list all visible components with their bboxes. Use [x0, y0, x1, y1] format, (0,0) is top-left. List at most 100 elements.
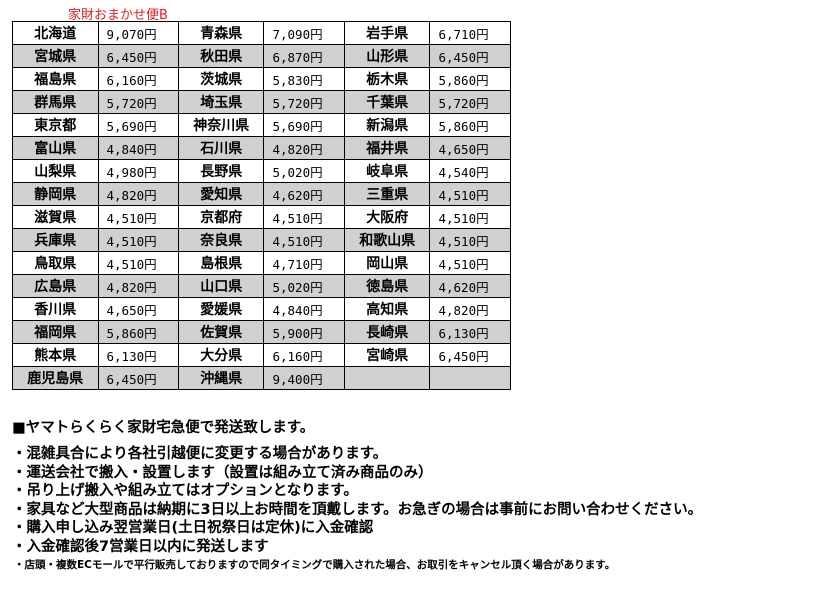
- table-row: 香川県 4,650円 愛媛県 4,840円 高知県 4,820円: [12, 297, 511, 321]
- table-row: 北海道 9,070円 青森県 7,090円 岩手県 6,710円: [12, 21, 511, 45]
- table-title: 家財おまかせ便B: [68, 8, 168, 23]
- prefecture-cell: 宮城県: [12, 44, 99, 68]
- price-cell: 4,510円: [429, 251, 511, 275]
- price-cell: 4,820円: [97, 182, 179, 206]
- prefecture-cell: 愛知県: [177, 182, 265, 206]
- prefecture-cell: 新潟県: [343, 113, 431, 137]
- price-cell: 4,510円: [263, 228, 345, 252]
- table-row: 山梨県 4,980円 長野県 5,020円 岐阜県 4,540円: [12, 159, 511, 183]
- note-item: ・吊り上げ搬入や組み立てはオプションとなります。: [12, 483, 358, 499]
- prefecture-cell: 沖縄県: [177, 366, 265, 390]
- price-cell: 6,160円: [263, 343, 345, 367]
- prefecture-cell: 島根県: [177, 251, 265, 275]
- price-cell: 4,510円: [97, 228, 179, 252]
- price-cell: 4,820円: [97, 274, 179, 298]
- small-note: ・店頭・複数ECモールで平行販売しておりますので同タイミングで購入された場合、お…: [14, 559, 616, 571]
- prefecture-cell: 長野県: [177, 159, 265, 183]
- table-row: 滋賀県 4,510円 京都府 4,510円 大阪府 4,510円: [12, 205, 511, 229]
- price-cell: 4,710円: [263, 251, 345, 275]
- table-row: 鳥取県 4,510円 島根県 4,710円 岡山県 4,510円: [12, 251, 511, 275]
- prefecture-cell: 群馬県: [12, 90, 99, 114]
- prefecture-cell: 岡山県: [343, 251, 431, 275]
- price-cell: 6,450円: [429, 44, 511, 68]
- price-cell: 4,650円: [97, 297, 179, 321]
- price-cell: 6,130円: [429, 320, 511, 344]
- table-row: 広島県 4,820円 山口県 5,020円 徳島県 4,620円: [12, 274, 511, 298]
- price-cell: 4,820円: [429, 297, 511, 321]
- price-cell: 5,690円: [263, 113, 345, 137]
- prefecture-cell: 長崎県: [343, 320, 431, 344]
- price-cell: [429, 366, 511, 390]
- prefecture-cell: [343, 366, 431, 390]
- prefecture-cell: 秋田県: [177, 44, 265, 68]
- table-row: 兵庫県 4,510円 奈良県 4,510円 和歌山県 4,510円: [12, 228, 511, 252]
- prefecture-cell: 香川県: [12, 297, 99, 321]
- prefecture-cell: 山梨県: [12, 159, 99, 183]
- price-cell: 6,710円: [429, 21, 511, 45]
- prefecture-cell: 和歌山県: [343, 228, 431, 252]
- shipping-fee-table: 北海道 9,070円 青森県 7,090円 岩手県 6,710円 宮城県 6,450円 秋田県 6…: [12, 21, 511, 390]
- prefecture-cell: 青森県: [177, 21, 265, 45]
- price-cell: 4,510円: [263, 205, 345, 229]
- prefecture-cell: 富山県: [12, 136, 99, 160]
- prefecture-cell: 神奈川県: [177, 113, 265, 137]
- price-cell: 6,160円: [97, 67, 179, 91]
- note-item: ・家具など大型商品は納期に3日以上お時間を頂戴します。お急ぎの場合は事前にお問い…: [12, 501, 703, 518]
- prefecture-cell: 滋賀県: [12, 205, 99, 229]
- price-cell: 4,510円: [429, 205, 511, 229]
- price-cell: 4,510円: [429, 228, 511, 252]
- table-row: 福岡県 5,860円 佐賀県 5,900円 長崎県 6,130円: [12, 320, 511, 344]
- prefecture-cell: 北海道: [12, 21, 99, 45]
- price-cell: 7,090円: [263, 21, 345, 45]
- price-cell: 5,720円: [429, 90, 511, 114]
- table-row: 東京都 5,690円 神奈川県 5,690円 新潟県 5,860円: [12, 113, 511, 137]
- prefecture-cell: 熊本県: [12, 343, 99, 367]
- prefecture-cell: 大阪府: [343, 205, 431, 229]
- price-cell: 5,720円: [263, 90, 345, 114]
- price-cell: 9,070円: [97, 21, 179, 45]
- prefecture-cell: 東京都: [12, 113, 99, 137]
- prefecture-cell: 岩手県: [343, 21, 431, 45]
- table-row: 宮城県 6,450円 秋田県 6,870円 山形県 6,450円: [12, 44, 511, 68]
- note-item: ・購入申し込み翌営業日(土日祝祭日は定休)に入金確認: [12, 520, 374, 536]
- prefecture-cell: 山形県: [343, 44, 431, 68]
- prefecture-cell: 三重県: [343, 182, 431, 206]
- prefecture-cell: 静岡県: [12, 182, 99, 206]
- price-cell: 4,620円: [429, 274, 511, 298]
- price-cell: 6,450円: [97, 44, 179, 68]
- prefecture-cell: 岐阜県: [343, 159, 431, 183]
- price-cell: 5,860円: [429, 67, 511, 91]
- prefecture-cell: 鳥取県: [12, 251, 99, 275]
- prefecture-cell: 大分県: [177, 343, 265, 367]
- prefecture-cell: 石川県: [177, 136, 265, 160]
- price-cell: 6,450円: [97, 366, 179, 390]
- prefecture-cell: 高知県: [343, 297, 431, 321]
- price-cell: 4,510円: [97, 251, 179, 275]
- price-cell: 5,020円: [263, 274, 345, 298]
- prefecture-cell: 宮崎県: [343, 343, 431, 367]
- prefecture-cell: 山口県: [177, 274, 265, 298]
- prefecture-cell: 広島県: [12, 274, 99, 298]
- table-row: 熊本県 6,130円 大分県 6,160円 宮崎県 6,450円: [12, 343, 511, 367]
- note-item: ・運送会社で搬入・設置します（設置は組み立て済み商品のみ）: [12, 464, 433, 481]
- price-cell: 4,510円: [97, 205, 179, 229]
- prefecture-cell: 茨城県: [177, 67, 265, 91]
- prefecture-cell: 愛媛県: [177, 297, 265, 321]
- table-row: 富山県 4,840円 石川県 4,820円 福井県 4,650円: [12, 136, 511, 160]
- price-cell: 4,820円: [263, 136, 345, 160]
- prefecture-cell: 千葉県: [343, 90, 431, 114]
- price-cell: 4,980円: [97, 159, 179, 183]
- price-cell: 5,020円: [263, 159, 345, 183]
- prefecture-cell: 佐賀県: [177, 320, 265, 344]
- price-cell: 4,540円: [429, 159, 511, 183]
- prefecture-cell: 鹿児島県: [12, 366, 99, 390]
- price-cell: 6,450円: [429, 343, 511, 367]
- prefecture-cell: 埼玉県: [177, 90, 265, 114]
- prefecture-cell: 京都府: [177, 205, 265, 229]
- price-cell: 5,900円: [263, 320, 345, 344]
- price-cell: 4,840円: [263, 297, 345, 321]
- price-cell: 5,830円: [263, 67, 345, 91]
- price-cell: 4,650円: [429, 136, 511, 160]
- table-row: 静岡県 4,820円 愛知県 4,620円 三重県 4,510円: [12, 182, 511, 206]
- price-cell: 4,620円: [263, 182, 345, 206]
